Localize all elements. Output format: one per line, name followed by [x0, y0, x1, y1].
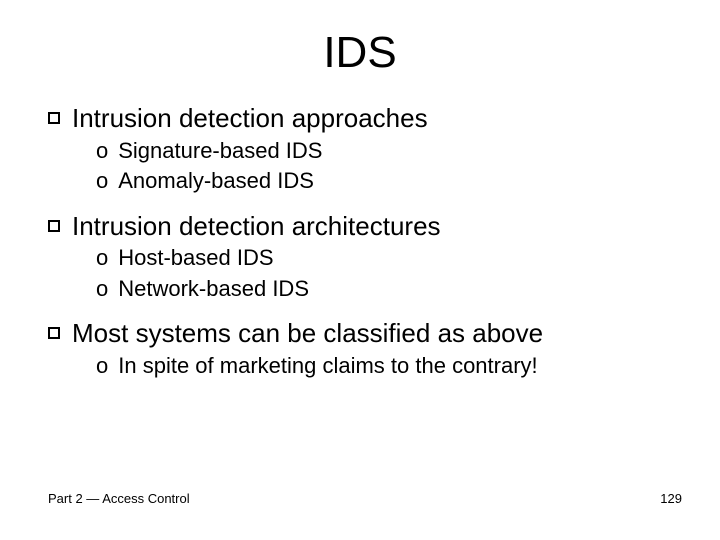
sub-bullet-item: o Network-based IDS — [96, 275, 690, 304]
bullet-text: Most systems can be classified as above — [72, 317, 543, 350]
bullet-text: Intrusion detection architectures — [72, 210, 441, 243]
bullet-item: Intrusion detection architectures — [48, 210, 690, 243]
footer-left: Part 2 — Access Control — [48, 491, 190, 506]
sub-bullet-text: Network-based IDS — [118, 275, 309, 304]
sub-bullet-text: Signature-based IDS — [118, 137, 322, 166]
sub-bullet-item: o Anomaly-based IDS — [96, 167, 690, 196]
sub-bullet-text: In spite of marketing claims to the cont… — [118, 352, 537, 381]
sub-bullet-item: o Host-based IDS — [96, 244, 690, 273]
square-bullet-icon — [48, 327, 60, 339]
square-bullet-icon — [48, 220, 60, 232]
bullet-item: Most systems can be classified as above — [48, 317, 690, 350]
circle-bullet-icon: o — [96, 137, 108, 166]
sub-bullet-text: Host-based IDS — [118, 244, 273, 273]
circle-bullet-icon: o — [96, 275, 108, 304]
sub-bullet-item: o Signature-based IDS — [96, 137, 690, 166]
bullet-text: Intrusion detection approaches — [72, 102, 428, 135]
slide: IDS Intrusion detection approaches o Sig… — [0, 0, 720, 540]
square-bullet-icon — [48, 112, 60, 124]
sub-bullet-text: Anomaly-based IDS — [118, 167, 314, 196]
circle-bullet-icon: o — [96, 167, 108, 196]
circle-bullet-icon: o — [96, 352, 108, 381]
page-number: 129 — [660, 491, 682, 506]
slide-title: IDS — [0, 0, 720, 88]
slide-content: Intrusion detection approaches o Signatu… — [0, 102, 720, 380]
sub-bullet-item: o In spite of marketing claims to the co… — [96, 352, 690, 381]
circle-bullet-icon: o — [96, 244, 108, 273]
bullet-item: Intrusion detection approaches — [48, 102, 690, 135]
